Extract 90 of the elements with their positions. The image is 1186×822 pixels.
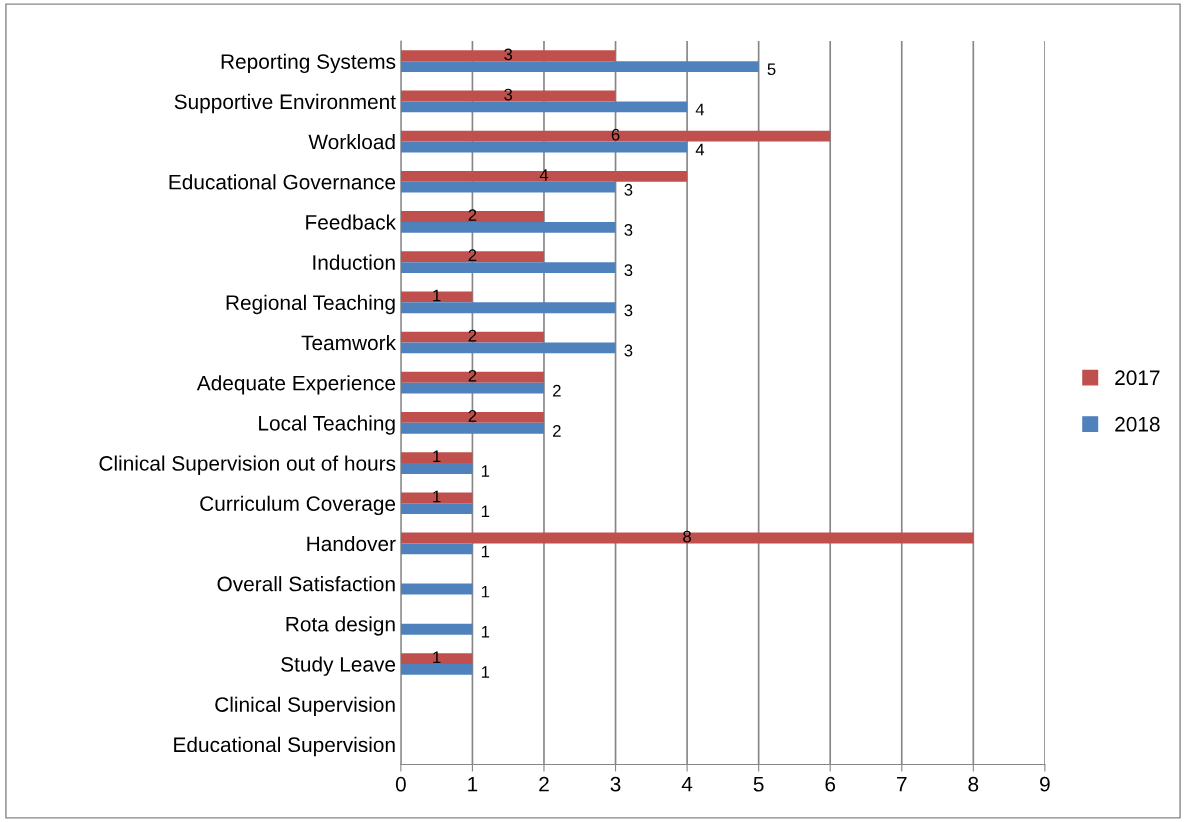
data-label: 2 <box>468 410 477 422</box>
y-tick-label: Educational Governance <box>169 174 396 190</box>
data-label: 1 <box>481 545 490 558</box>
data-label: 2 <box>468 329 477 342</box>
bar <box>400 130 831 142</box>
bar <box>400 141 688 153</box>
bar <box>400 492 473 504</box>
data-label: 1 <box>433 651 441 663</box>
data-label: 3 <box>504 48 513 61</box>
x-tick-label: 7 <box>897 777 907 792</box>
bar <box>400 50 616 62</box>
data-label: 2 <box>553 384 561 397</box>
bar <box>400 583 473 595</box>
data-label: 1 <box>481 666 490 678</box>
x-tick-label: 5 <box>753 777 764 792</box>
data-label: 4 <box>695 103 705 116</box>
bar <box>400 101 688 113</box>
y-tick-label: Feedback <box>306 214 397 230</box>
data-label: 3 <box>624 183 633 196</box>
y-tick-label: Overall Satisfaction <box>217 576 395 592</box>
y-tick-label: Supportive Environment <box>174 93 396 114</box>
y-tick-label: Clinical Supervision out of hours <box>99 455 396 475</box>
data-label: 1 <box>433 450 441 462</box>
legend-label: 2018 <box>1115 416 1160 432</box>
bar <box>400 412 544 423</box>
bar <box>400 302 616 314</box>
bar <box>400 211 544 222</box>
bar <box>400 90 616 102</box>
data-label: 5 <box>767 63 776 76</box>
legend-label: 2017 <box>1115 370 1160 386</box>
x-tick-label: 0 <box>395 776 406 792</box>
x-tick-label: 6 <box>825 776 836 792</box>
x-tick-label: 1 <box>468 777 478 792</box>
bar <box>400 291 473 303</box>
y-tick-label: Regional Teaching <box>226 294 395 315</box>
y-tick-label: Clinical Supervision <box>215 696 395 717</box>
x-tick-label: 3 <box>610 776 621 792</box>
data-label: 4 <box>695 143 705 156</box>
data-label: 1 <box>481 465 490 477</box>
bar <box>400 463 473 474</box>
bar <box>400 251 544 263</box>
data-label: 1 <box>433 289 441 302</box>
data-label: 2 <box>468 249 477 262</box>
y-tick-label: Reporting Systems <box>221 53 396 74</box>
data-label: 8 <box>683 530 691 543</box>
bar <box>400 663 473 675</box>
bar <box>400 452 473 464</box>
bar <box>400 503 473 515</box>
y-tick-label: Study Leave <box>281 656 396 676</box>
bar <box>400 262 616 273</box>
data-label: 3 <box>624 344 633 357</box>
y-tick-label: Workload <box>308 134 395 150</box>
y-tick-label: Curriculum Coverage <box>200 495 396 516</box>
bar <box>400 543 473 555</box>
bar <box>400 170 688 182</box>
bar <box>400 181 616 193</box>
y-tick-label: Teamwork <box>301 334 397 351</box>
data-label: 1 <box>481 505 490 517</box>
bar <box>400 331 544 343</box>
bar <box>400 382 544 394</box>
bar <box>400 532 974 544</box>
y-tick-label: Adequate Experience <box>196 375 396 395</box>
bar <box>400 653 473 664</box>
bar <box>400 371 544 383</box>
y-tick-label: Rota design <box>286 616 395 636</box>
x-tick-label: 4 <box>681 777 693 792</box>
data-label: 4 <box>539 169 549 181</box>
data-label: 1 <box>481 585 490 598</box>
data-label: 1 <box>433 490 441 503</box>
y-tick-label: Handover <box>307 535 396 552</box>
data-label: 2 <box>468 369 477 382</box>
data-label: 2 <box>553 424 561 437</box>
y-tick-label: Local Teaching <box>259 415 395 435</box>
bar <box>400 221 616 233</box>
bar <box>400 61 759 73</box>
y-tick-label: Induction <box>313 254 395 270</box>
data-label: 3 <box>624 224 633 236</box>
x-tick-label: 9 <box>1040 776 1050 792</box>
x-tick-label: 2 <box>539 776 549 792</box>
bar <box>400 422 544 434</box>
data-label: 1 <box>481 626 490 638</box>
bar <box>400 342 616 354</box>
data-label: 6 <box>611 128 620 141</box>
data-label: 3 <box>504 88 513 101</box>
data-label: 2 <box>468 209 477 221</box>
data-label: 3 <box>624 264 633 277</box>
bar <box>400 623 473 635</box>
x-tick-label: 8 <box>968 776 979 792</box>
y-tick-label: Educational Supervision <box>174 736 395 757</box>
data-label: 3 <box>624 304 633 317</box>
